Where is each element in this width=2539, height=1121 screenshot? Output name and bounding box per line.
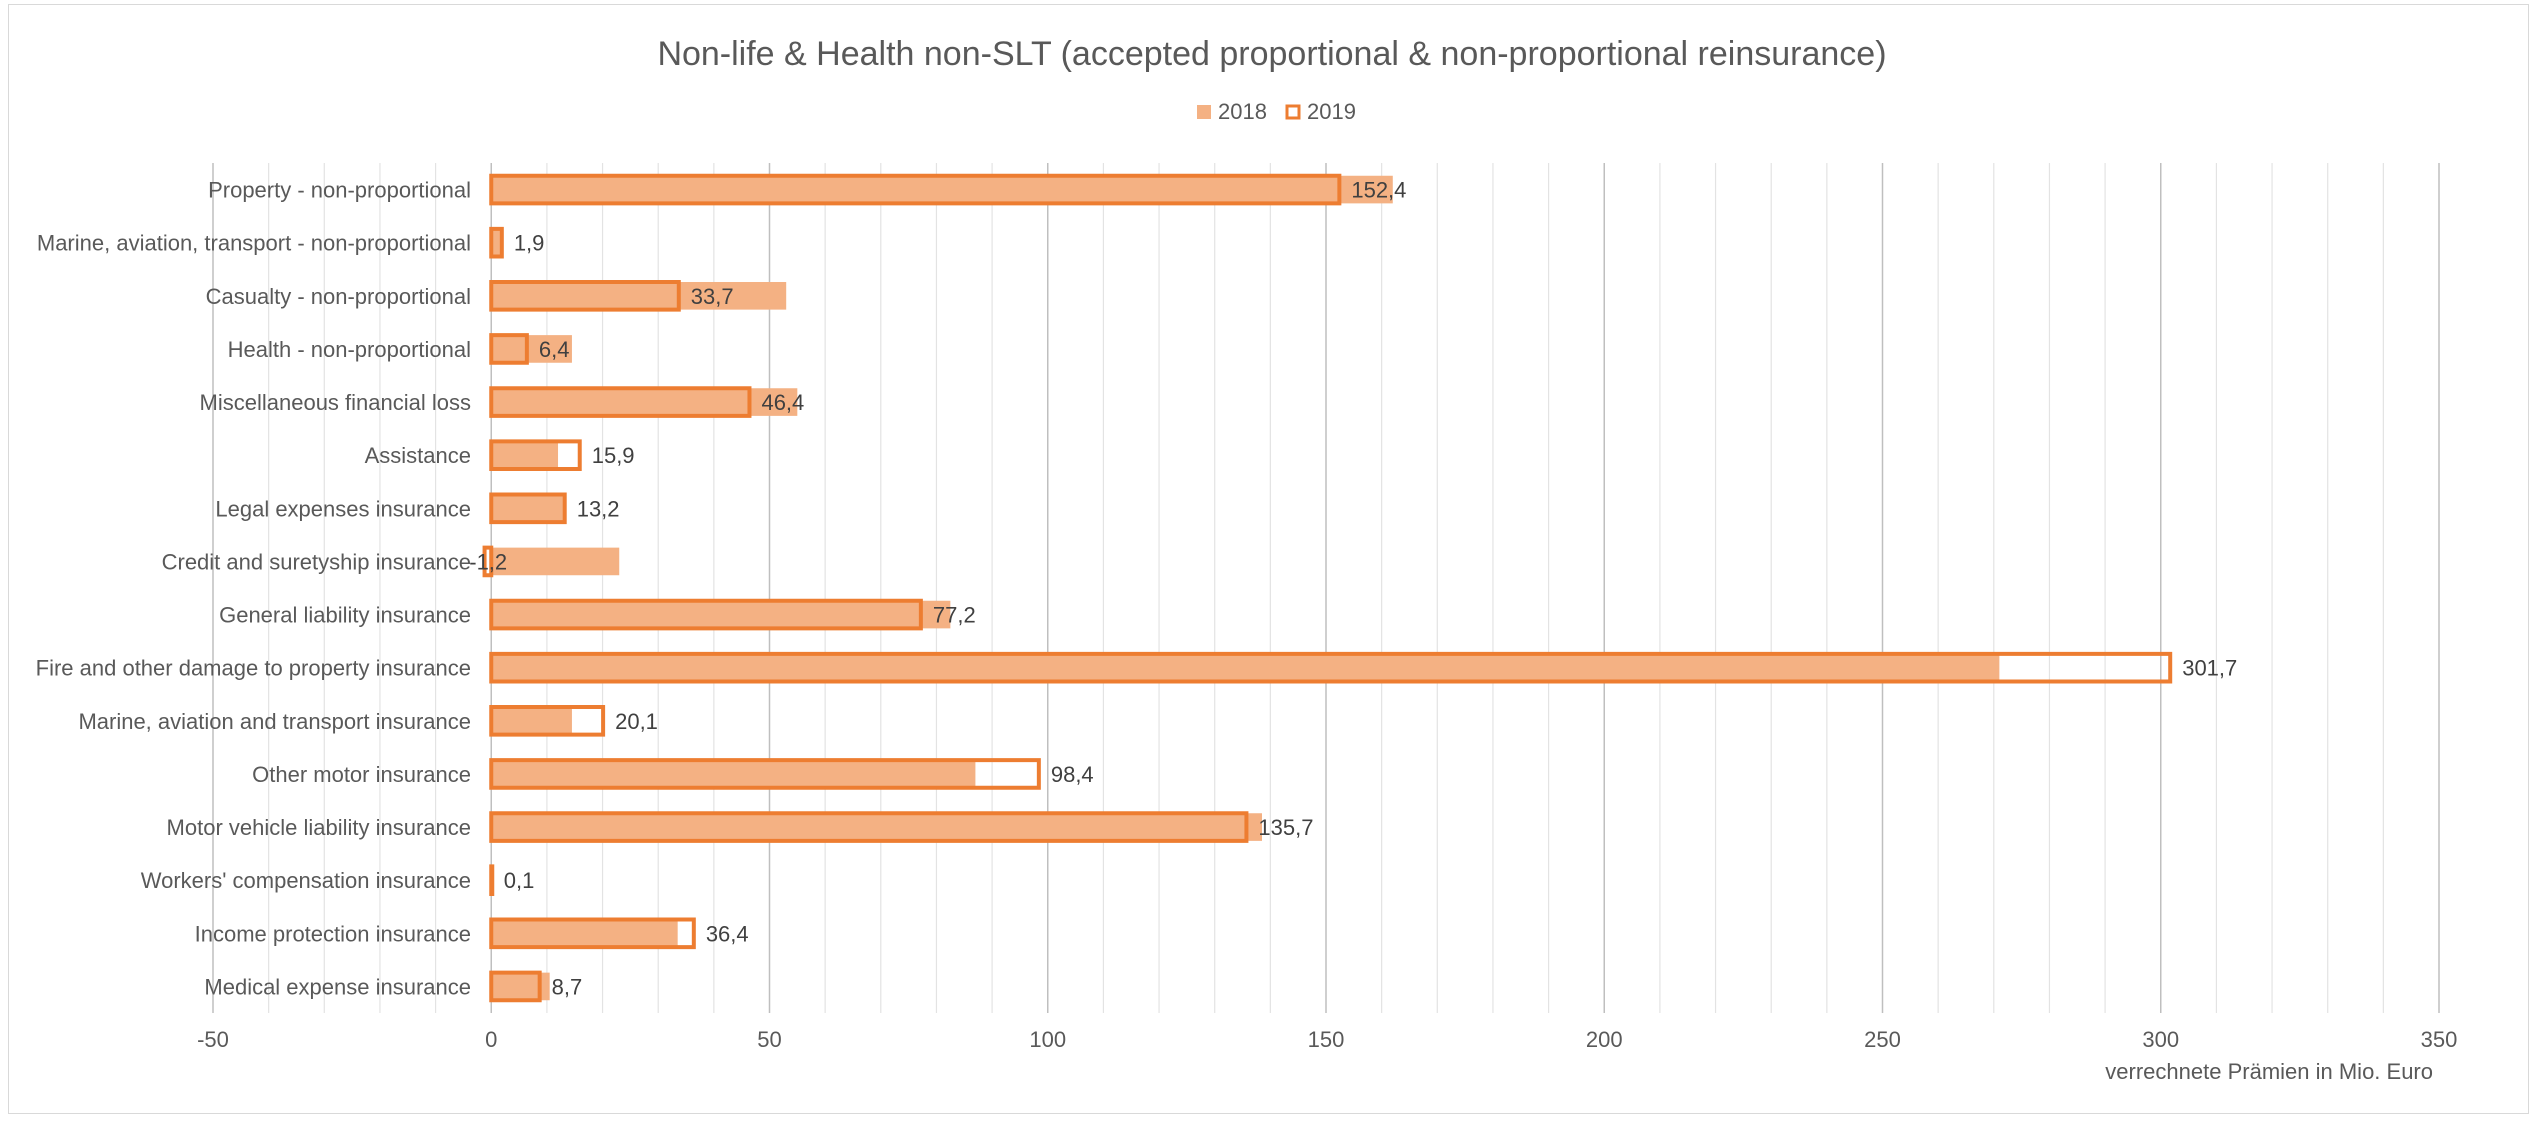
bar-2019 — [489, 386, 752, 418]
bar-2019 — [489, 598, 923, 631]
bar-2019 — [489, 280, 681, 312]
category-label: Credit and suretyship insurance — [162, 549, 471, 574]
legend: 2018 2019 — [1197, 99, 1356, 124]
category-label: Marine, aviation, transport - non-propor… — [37, 231, 471, 256]
category-label: Legal expenses insurance — [215, 496, 471, 521]
bar-2019 — [489, 439, 582, 471]
category-label: Fire and other damage to property insura… — [36, 656, 471, 681]
x-tick-label: 350 — [2421, 1027, 2458, 1052]
x-tick-label: 150 — [1308, 1027, 1345, 1052]
bar-2019 — [489, 226, 504, 259]
bar-2018 — [491, 494, 567, 523]
data-label-2019: 46,4 — [761, 390, 804, 415]
x-tick-label: 50 — [757, 1027, 781, 1052]
bar-2019 — [489, 492, 567, 525]
x-tick-label: 300 — [2142, 1027, 2179, 1052]
data-label-2019: 6,4 — [539, 337, 570, 362]
bar-2019 — [489, 970, 542, 1003]
x-axis-label: verrechnete Prämien in Mio. Euro — [2105, 1059, 2433, 1084]
bar-2018 — [491, 760, 976, 788]
x-tick-label: 0 — [485, 1027, 497, 1052]
legend-label-2018: 2018 — [1218, 99, 1267, 124]
bar-2019 — [489, 173, 1342, 206]
legend-swatch-2019 — [1285, 104, 1301, 120]
bar-2018 — [491, 707, 572, 735]
category-label: Assistance — [365, 443, 471, 468]
category-label: Marine, aviation and transport insurance — [78, 709, 471, 734]
category-label: Health - non-proportional — [228, 337, 471, 362]
x-tick-label: 200 — [1586, 1027, 1623, 1052]
data-label-2019: 33,7 — [691, 284, 734, 309]
bar-2019 — [489, 651, 2173, 684]
chart-frame: Non-life & Health non-SLT (accepted prop… — [8, 4, 2529, 1114]
x-tick-label: 250 — [1864, 1027, 1901, 1052]
data-labels: 152,4 1,9 33,7 6,4 46,4 15,9 13,2 -1,2 77,2 301,7… — [469, 178, 2237, 1000]
category-label: Property - non-proportional — [208, 178, 471, 203]
bar-2018 — [491, 547, 620, 576]
data-label-2019: 1,9 — [514, 231, 545, 256]
bar-2018 — [491, 441, 559, 469]
bar-2019 — [489, 333, 529, 365]
bar-2019 — [489, 705, 606, 737]
bar-2019 — [489, 811, 1249, 843]
bar-2018 — [491, 600, 951, 629]
category-label: Workers' compensation insurance — [141, 868, 471, 893]
data-label-2019: 20,1 — [615, 709, 658, 734]
category-labels: Property - non-proportional Marine, aviat… — [36, 178, 471, 1000]
x-axis-tick-labels: -50 0 50 100 150 200 250 300 350 — [197, 1027, 2457, 1052]
legend-swatch-2018 — [1197, 105, 1211, 119]
category-label: Miscellaneous financial loss — [200, 390, 471, 415]
bar-2019 — [489, 917, 696, 950]
data-label-2019: 98,4 — [1051, 762, 1094, 787]
bar-2019 — [489, 864, 495, 896]
category-label: Motor vehicle liability insurance — [167, 815, 471, 840]
series-2019-bars — [482, 173, 2173, 1003]
data-label-2019: 15,9 — [592, 443, 635, 468]
data-label-2019: 36,4 — [706, 921, 749, 946]
bar-2018 — [491, 282, 787, 310]
data-label-2019: 152,4 — [1351, 178, 1406, 203]
bar-2018 — [491, 335, 572, 363]
legend-label-2019: 2019 — [1307, 99, 1356, 124]
data-label-2019: 13,2 — [577, 496, 620, 521]
bar-chart: Non-life & Health non-SLT (accepted prop… — [36, 35, 2458, 1084]
data-label-2019: 8,7 — [552, 974, 583, 999]
chart-title: Non-life & Health non-SLT (accepted prop… — [657, 35, 1886, 73]
data-label-2019: 301,7 — [2182, 656, 2237, 681]
bar-2019 — [489, 758, 1041, 790]
category-label: Casualty - non-proportional — [206, 284, 471, 309]
bar-2018 — [491, 228, 502, 257]
data-label-2019: -1,2 — [469, 549, 507, 574]
bar-2018 — [491, 919, 678, 948]
category-label: Other motor insurance — [252, 762, 471, 787]
x-tick-label: 100 — [1029, 1027, 1066, 1052]
bar-2018 — [491, 813, 1263, 841]
category-label: Medical expense insurance — [204, 974, 471, 999]
data-label-2019: 77,2 — [933, 603, 976, 628]
category-label: Income protection insurance — [195, 921, 471, 946]
x-tick-label: -50 — [197, 1027, 229, 1052]
data-label-2019: 0,1 — [504, 868, 535, 893]
data-label-2019: 135,7 — [1258, 815, 1313, 840]
category-label: General liability insurance — [219, 603, 471, 628]
bar-2018 — [491, 653, 2000, 682]
bar-2018 — [491, 388, 798, 416]
bar-2018 — [491, 175, 1393, 204]
bar-2019 — [482, 545, 494, 578]
